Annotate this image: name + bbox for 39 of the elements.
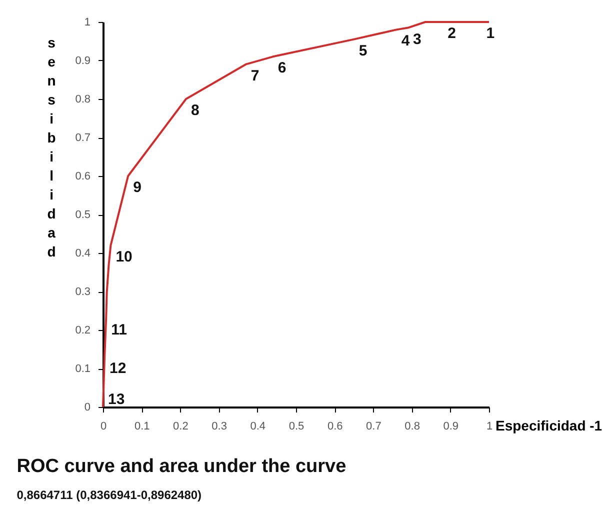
x-tick-label: 0.4 (250, 420, 266, 432)
y-tick-label: 0 (84, 402, 90, 414)
x-tick-label: 0.8 (404, 420, 420, 432)
x-tick-label: 0.3 (212, 420, 227, 432)
y-tick-label: 0.5 (75, 209, 90, 221)
annotation: 13 (108, 390, 125, 408)
annotation: 5 (358, 42, 368, 60)
y-tick-label: 0.8 (75, 94, 90, 106)
y-tick-label: 1 (84, 16, 90, 28)
annotation: 2 (448, 25, 456, 42)
annotation: 4 (401, 32, 410, 50)
annotation: 10 (116, 248, 132, 266)
x-tick-label: 0.7 (366, 420, 382, 432)
annotation: 11 (111, 321, 127, 338)
x-axis-title: Especificidad -1 (496, 418, 602, 434)
y-tick-label: 0.6 (75, 170, 90, 182)
text: ROC curve and area under the curve (16, 456, 346, 477)
x-tick-label: 0.6 (327, 420, 343, 432)
x-tick-label: 0.2 (173, 420, 188, 432)
x-tick-label: 1 (486, 420, 493, 432)
y-tick-label: 0.9 (75, 55, 90, 67)
annotation: 7 (250, 67, 260, 84)
y-tick-label: 0.7 (75, 132, 90, 144)
y-tick-label: 0.2 (75, 324, 90, 336)
annotation: 3 (412, 30, 422, 48)
text: sensibilidad (47, 34, 56, 260)
annotation: 8 (190, 102, 200, 119)
annotation: 1 (486, 25, 495, 42)
x-tick-label: 0.9 (443, 420, 459, 432)
x-tick-label: 0 (100, 420, 107, 432)
text: 0,8664711 (0,8366941-0,8962480) (16, 488, 202, 502)
annotation: 9 (133, 179, 142, 196)
annotation: 12 (110, 360, 126, 377)
y-tick-label: 0.4 (75, 248, 90, 260)
y-tick-label: 0.1 (75, 363, 90, 375)
y-tick-label: 0.3 (75, 286, 90, 298)
annotation: 6 (278, 60, 286, 77)
x-tick-label: 0.1 (134, 420, 150, 432)
x-tick-label: 0.5 (288, 420, 304, 432)
